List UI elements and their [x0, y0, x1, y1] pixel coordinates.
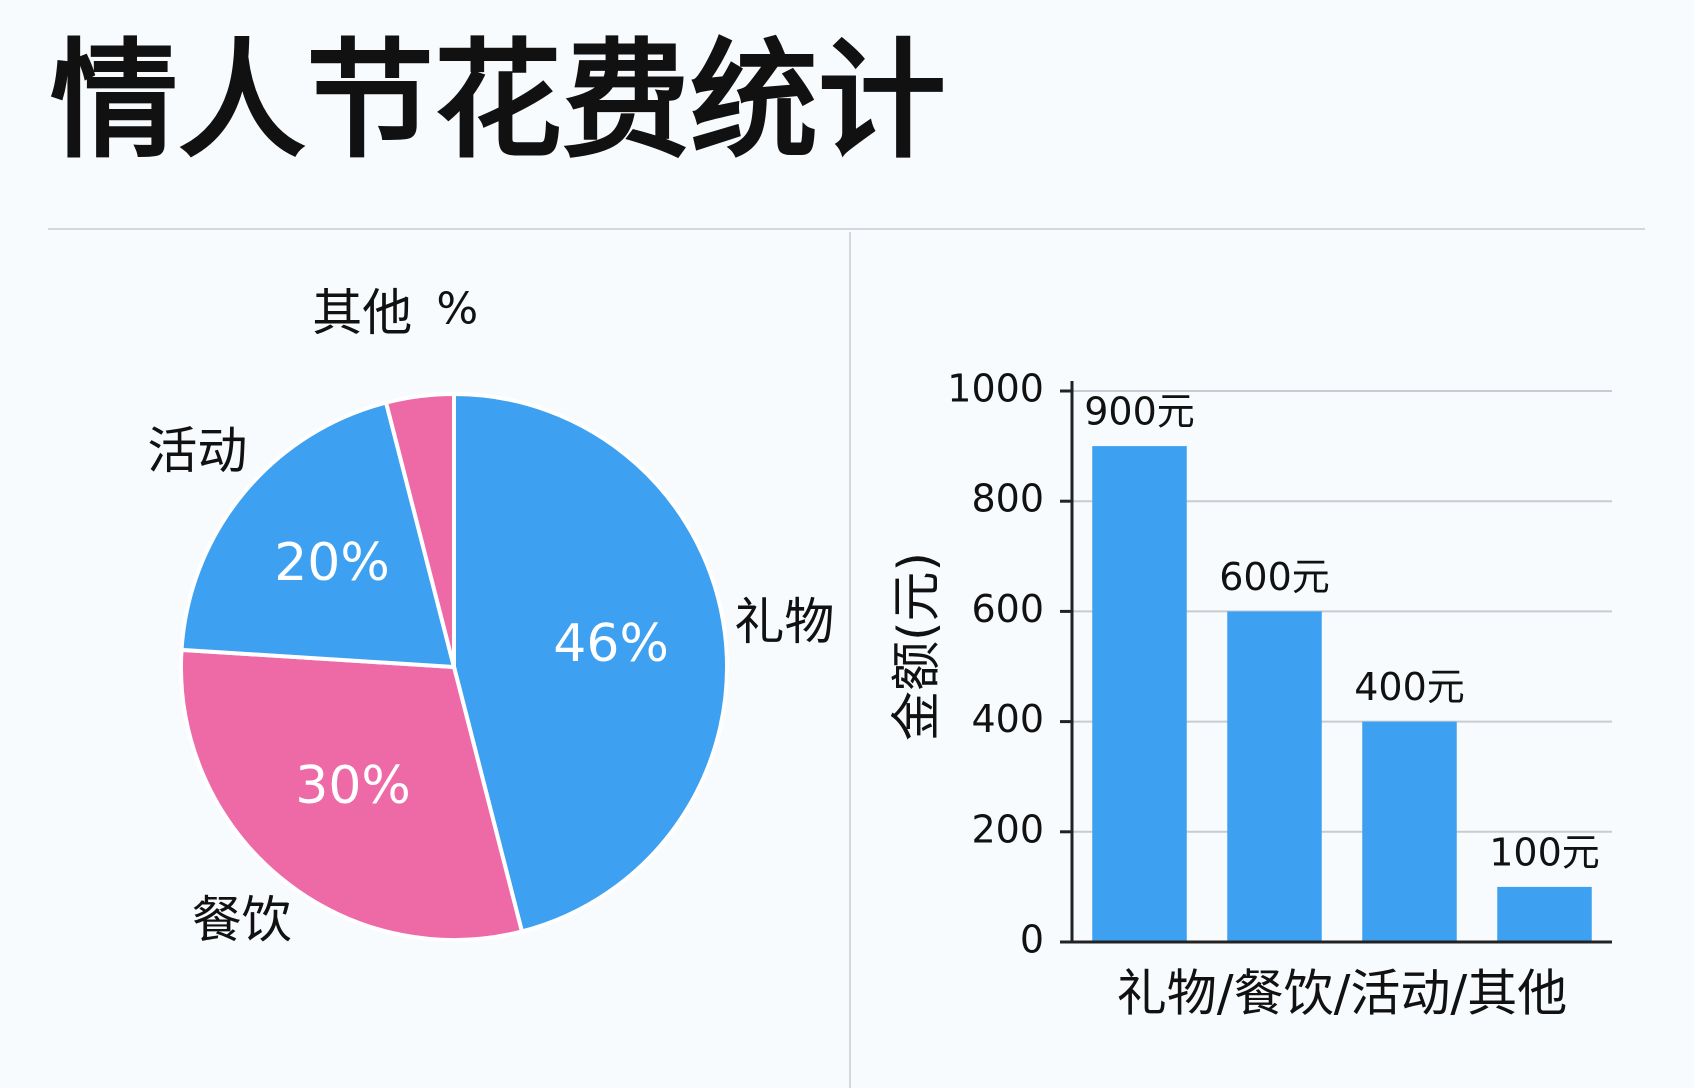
page-title: 情人节花费统计 [50, 27, 946, 176]
value-label: 100元 [1489, 830, 1600, 874]
pie-slice [179, 400, 457, 670]
pie-slice [452, 391, 729, 934]
value-label: 20% [274, 533, 390, 593]
slice-name: 活动 [147, 422, 247, 480]
bar [1092, 446, 1187, 942]
y-tick-label: 1000 [947, 367, 1044, 411]
value-label: 46% [553, 614, 669, 674]
bar [1497, 886, 1592, 942]
value-label: 400元 [1354, 665, 1465, 709]
y-tick-label: 400 [971, 697, 1044, 741]
y-tick-label: 800 [971, 477, 1044, 521]
y-axis-label: 金额(元) [888, 552, 946, 741]
slice-name: 礼物 [734, 593, 834, 651]
bar [1362, 721, 1457, 942]
y-tick-label: 0 [1020, 918, 1044, 962]
value-label: 900元 [1084, 390, 1195, 434]
y-tick-label: 600 [971, 587, 1044, 631]
value-label: 600元 [1219, 555, 1330, 599]
value-label: % [436, 284, 478, 335]
value-label: 30% [295, 756, 411, 816]
pie-slice [383, 391, 456, 668]
pie-slice [179, 647, 525, 942]
y-tick-label: 200 [971, 807, 1044, 851]
slice-name: 其他 [312, 284, 412, 342]
slice-name: 餐饮 [192, 891, 292, 949]
bar [1227, 611, 1322, 942]
x-axis-label: 礼物/餐饮/活动/其他 [1117, 965, 1568, 1023]
